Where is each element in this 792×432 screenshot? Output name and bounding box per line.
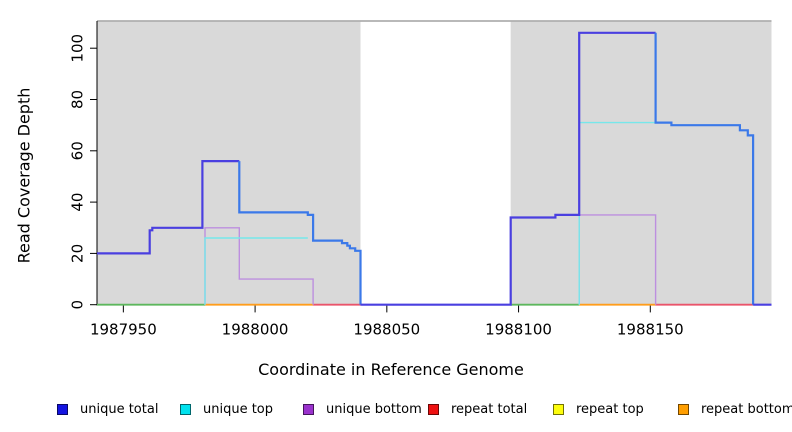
legend-label: unique total — [80, 401, 159, 417]
x-tick-label: 1988150 — [617, 320, 684, 338]
y-axis-label: Read Coverage Depth — [14, 87, 34, 264]
series-unique-total-left-descent- — [238, 161, 362, 305]
x-tick-label: 1988000 — [222, 320, 289, 338]
x-tick-label: 1988050 — [353, 320, 420, 338]
repeat-top-swatch-icon — [553, 403, 564, 415]
series-unique-total-gap-and-right-plateau- — [360, 31, 656, 306]
series-unique-total-left-plateau- — [97, 160, 240, 255]
y-tick-label: 80 — [69, 90, 87, 109]
legend-label: unique bottom — [326, 401, 422, 417]
unique-total-swatch-icon — [57, 403, 68, 415]
legend-item-unique-top: unique top — [180, 401, 273, 417]
y-tick-label: 100 — [69, 34, 87, 63]
legend-label: unique top — [203, 401, 274, 417]
x-tick-label: 1988100 — [485, 320, 552, 338]
legend-item-repeat-top: repeat top — [553, 401, 644, 417]
legend-item-repeat-total: repeat total — [428, 401, 527, 417]
legend-label: repeat top — [576, 401, 644, 417]
shaded-region — [97, 21, 361, 306]
y-tick-label: 60 — [69, 141, 87, 160]
legend-item-repeat-bottom: repeat bottom — [678, 401, 792, 417]
legend-item-unique-bottom: unique bottom — [303, 401, 422, 417]
x-axis-label: Coordinate in Reference Genome — [258, 360, 524, 379]
repeat-total-swatch-icon — [428, 403, 439, 415]
x-tick-label: 1987950 — [90, 320, 157, 338]
series-unique-top-left- — [204, 237, 308, 305]
y-tick-label: 20 — [69, 244, 87, 263]
series-unique-total-right-descent- — [654, 32, 755, 305]
legend-item-unique-total: unique total — [57, 401, 158, 417]
legend-label: repeat bottom — [701, 401, 792, 417]
unique-bottom-swatch-icon — [303, 403, 314, 415]
y-tick-label: 0 — [69, 300, 87, 310]
y-tick-label: 40 — [69, 193, 87, 212]
plot-area: 0 20 40 60 80 100 1987950 1988000 1988050 1988100… — [69, 20, 772, 338]
legend-label: repeat total — [451, 401, 528, 417]
repeat-bottom-swatch-icon — [678, 403, 689, 415]
unique-top-swatch-icon — [180, 403, 191, 415]
shaded-region — [510, 21, 772, 306]
